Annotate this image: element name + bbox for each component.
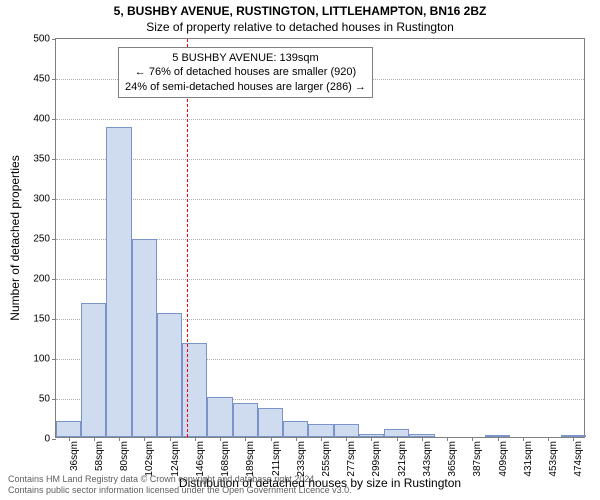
histogram-bar — [132, 239, 157, 437]
xtick-label: 146sqm — [195, 441, 206, 477]
xtick-label: 453sqm — [548, 441, 559, 477]
footer-attribution: Contains HM Land Registry data © Crown c… — [8, 474, 352, 497]
xtick-label: 80sqm — [119, 441, 130, 471]
xtick-label: 168sqm — [220, 441, 231, 477]
footer-line-2: Contains public sector information licen… — [8, 485, 352, 496]
xtick-label: 387sqm — [472, 441, 483, 477]
bars-layer — [56, 39, 584, 437]
annotation-line: 5 BUSHBY AVENUE: 139sqm — [125, 51, 366, 65]
xtick-label: 102sqm — [144, 441, 155, 477]
histogram-bar — [106, 127, 131, 437]
histogram-bar — [334, 424, 359, 437]
xtick-label: 189sqm — [245, 441, 256, 477]
chart-title-main: 5, BUSHBY AVENUE, RUSTINGTON, LITTLEHAMP… — [0, 4, 600, 18]
marker-layer: 5 BUSHBY AVENUE: 139sqm← 76% of detached… — [56, 39, 584, 437]
xtick-label: 365sqm — [447, 441, 458, 477]
annotation-box: 5 BUSHBY AVENUE: 139sqm← 76% of detached… — [118, 47, 373, 98]
ytick-label: 250 — [33, 234, 50, 245]
chart-title-sub: Size of property relative to detached ho… — [0, 20, 600, 34]
ytick-label: 300 — [33, 194, 50, 205]
ytick-label: 50 — [39, 394, 50, 405]
histogram-bar — [561, 435, 586, 437]
histogram-bar — [283, 421, 308, 437]
histogram-bar — [81, 303, 106, 437]
xtick-label: 277sqm — [346, 441, 357, 477]
ytick-label: 350 — [33, 154, 50, 165]
reference-line — [187, 39, 188, 437]
xtick-label: 124sqm — [170, 441, 181, 477]
gridlines — [56, 39, 584, 437]
xtick-label: 233sqm — [296, 441, 307, 477]
annotation-line: ← 76% of detached houses are smaller (92… — [125, 65, 366, 79]
ytick-label: 450 — [33, 74, 50, 85]
histogram-bar — [207, 397, 232, 437]
yticks: 050100150200250300350400450500 — [56, 39, 584, 437]
xtick-label: 474sqm — [573, 441, 584, 477]
histogram-bar — [308, 424, 333, 437]
histogram-bar — [56, 421, 81, 437]
footer-line-1: Contains HM Land Registry data © Crown c… — [8, 474, 352, 485]
chart-figure: 5, BUSHBY AVENUE, RUSTINGTON, LITTLEHAMP… — [0, 0, 600, 500]
histogram-bar — [157, 313, 182, 437]
ytick-label: 400 — [33, 114, 50, 125]
ytick-label: 150 — [33, 314, 50, 325]
y-axis-label: Number of detached properties — [8, 155, 22, 320]
xtick-label: 36sqm — [69, 441, 80, 471]
xtick-label: 58sqm — [94, 441, 105, 471]
histogram-bar — [258, 408, 283, 437]
annotation-line: 24% of semi-detached houses are larger (… — [125, 80, 366, 94]
histogram-bar — [485, 435, 510, 437]
xtick-label: 321sqm — [397, 441, 408, 477]
xtick-label: 409sqm — [498, 441, 509, 477]
ytick-label: 200 — [33, 274, 50, 285]
histogram-bar — [409, 434, 434, 437]
ytick-label: 0 — [44, 434, 50, 445]
histogram-bar — [182, 343, 207, 437]
xtick-label: 211sqm — [271, 441, 282, 476]
histogram-bar — [359, 434, 384, 437]
ytick-label: 100 — [33, 354, 50, 365]
plot-area: 5 BUSHBY AVENUE: 139sqm← 76% of detached… — [55, 38, 585, 438]
xtick-label: 299sqm — [371, 441, 382, 477]
histogram-bar — [233, 403, 258, 437]
xtick-label: 431sqm — [523, 441, 534, 477]
xtick-label: 255sqm — [321, 441, 332, 477]
xtick-label: 343sqm — [422, 441, 433, 477]
xticks: 36sqm58sqm80sqm102sqm124sqm146sqm168sqm1… — [56, 39, 584, 437]
histogram-bar — [384, 429, 409, 437]
ytick-label: 500 — [33, 34, 50, 45]
